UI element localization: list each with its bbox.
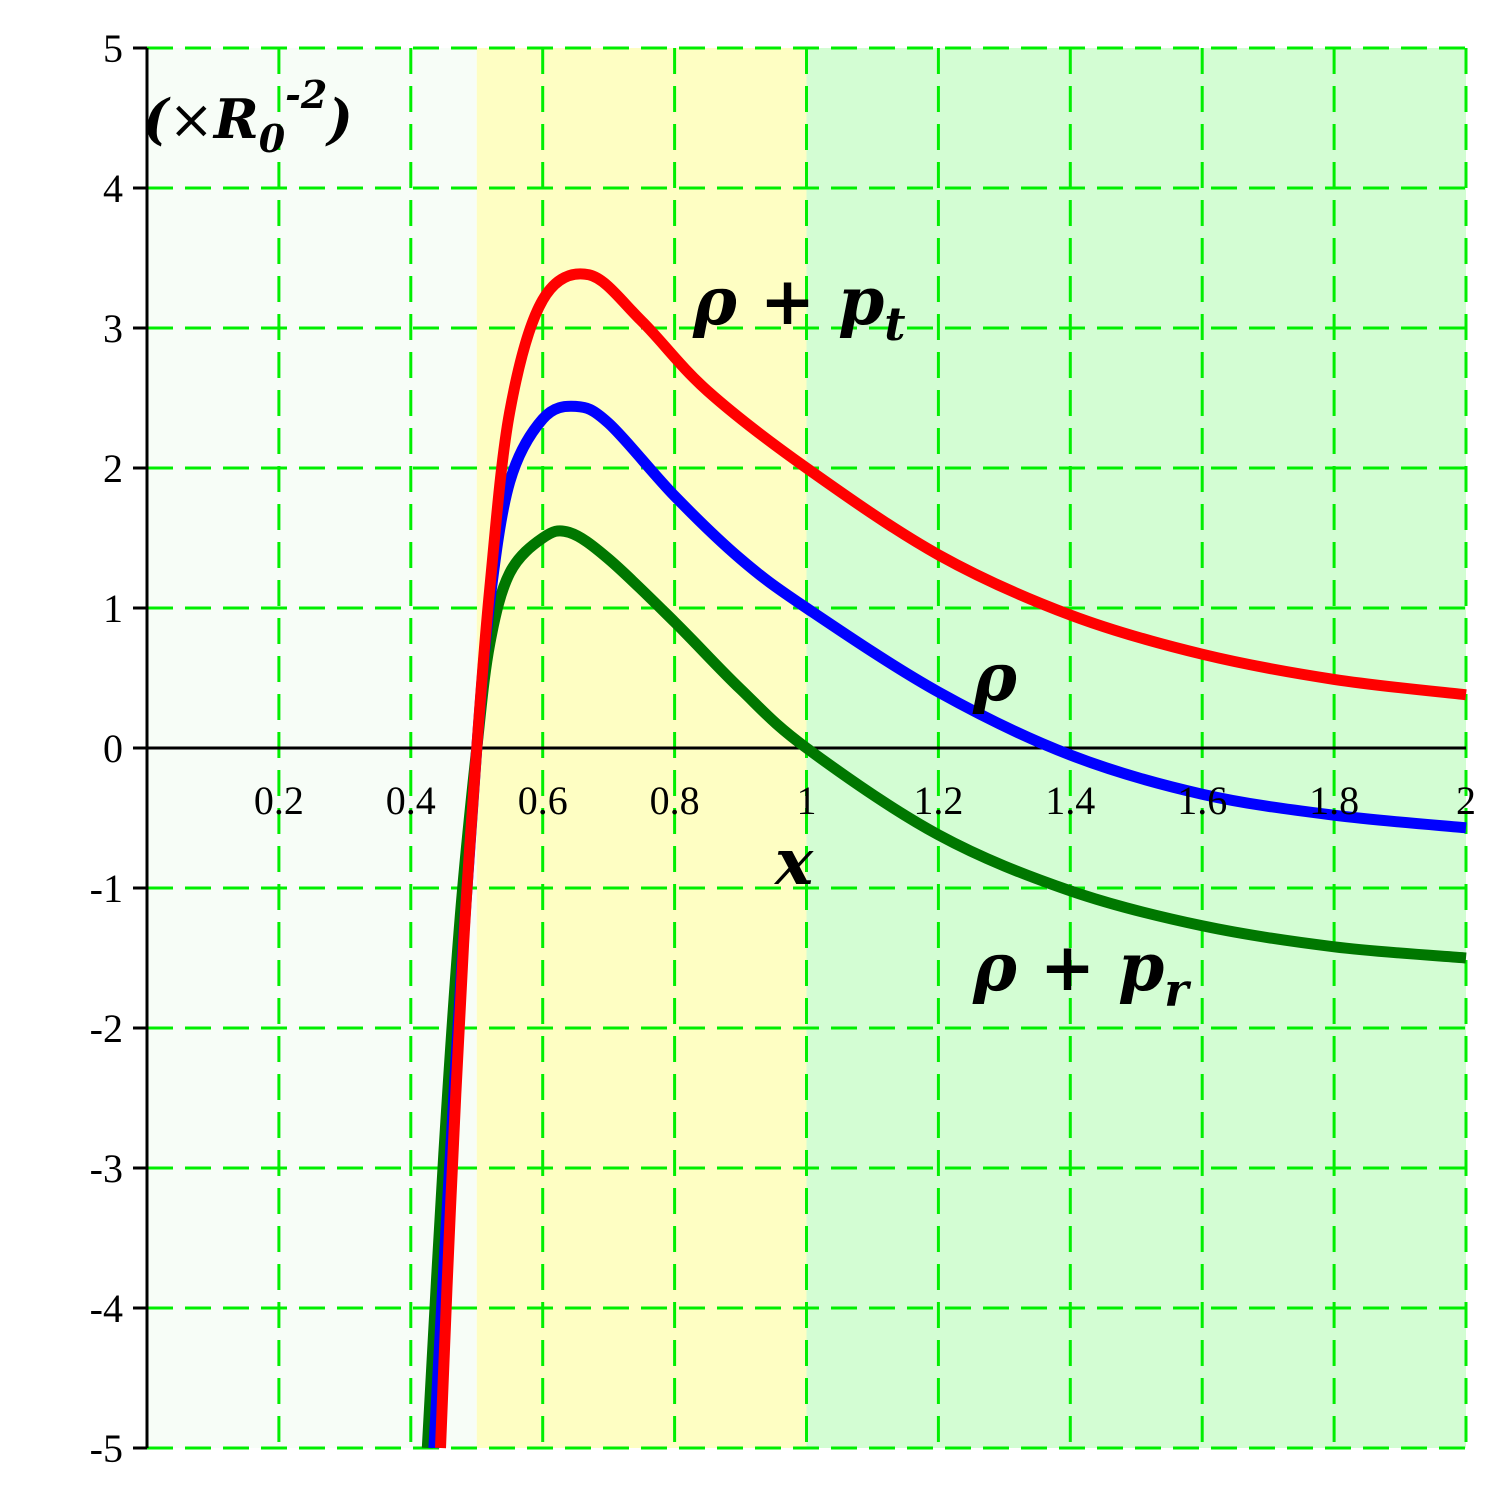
series-label-rho: ρ bbox=[972, 638, 1018, 716]
series-line-rho-plus-pt bbox=[435, 268, 1467, 1449]
x-tick-label: 1.6 bbox=[1177, 778, 1227, 823]
series-label-rho-plus-pr: ρ + pr bbox=[972, 928, 1192, 1017]
x-tick-label: 0.4 bbox=[386, 778, 436, 823]
x-axis-label: x bbox=[773, 825, 814, 900]
x-tick-label: 1.8 bbox=[1309, 778, 1359, 823]
y-tick-label: 2 bbox=[103, 446, 123, 491]
y-tick-label: 1 bbox=[103, 586, 123, 631]
y-tick-labels: -5 -4 -3 -2 -1 0 1 2 3 4 5 bbox=[90, 26, 123, 1471]
unit-label: (×R0-2) bbox=[143, 72, 353, 161]
y-tick-label: -1 bbox=[90, 866, 123, 911]
y-tick-label: -3 bbox=[90, 1146, 123, 1191]
x-tick-label: 1.4 bbox=[1045, 778, 1095, 823]
series bbox=[421, 268, 1467, 1449]
x-tick-label: 0.6 bbox=[518, 778, 568, 823]
y-tick-label: 4 bbox=[103, 166, 123, 211]
y-tick-label: -2 bbox=[90, 1006, 123, 1051]
y-tick-label: 3 bbox=[103, 306, 123, 351]
x-tick-label: 0.2 bbox=[254, 778, 304, 823]
x-tick-labels: 0.2 0.4 0.6 0.8 1 1.2 1.4 1.6 1.8 2 bbox=[254, 778, 1476, 823]
y-tick-label: -5 bbox=[90, 1426, 123, 1471]
y-tick-label: -4 bbox=[90, 1286, 123, 1331]
y-tick-label: 5 bbox=[103, 26, 123, 71]
x-tick-label: 1 bbox=[797, 778, 817, 823]
x-tick-label: 1.2 bbox=[913, 778, 963, 823]
y-tick-label: 0 bbox=[103, 726, 123, 771]
x-tick-label: 0.8 bbox=[650, 778, 700, 823]
x-tick-label: 2 bbox=[1456, 778, 1476, 823]
series-label-rho-plus-pt: ρ + pt bbox=[692, 262, 906, 351]
